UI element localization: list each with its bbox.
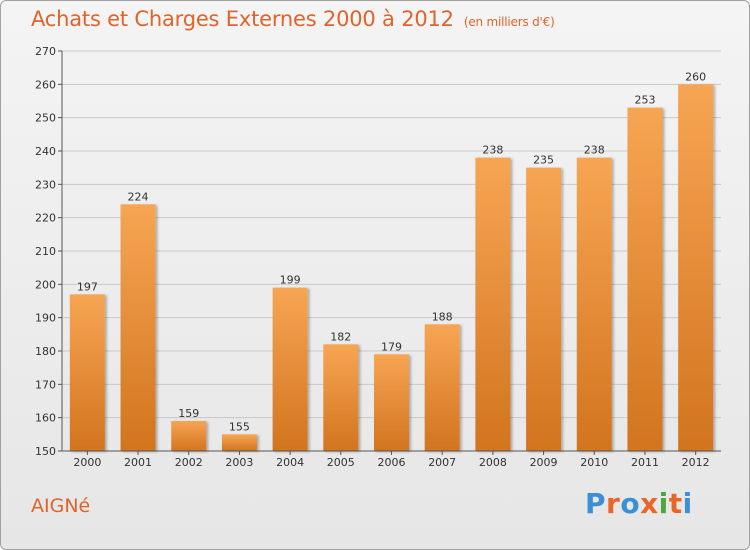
data-label-2009: 235	[533, 154, 554, 167]
bar-2012	[678, 84, 714, 451]
y-tick-label: 180	[35, 345, 56, 358]
data-label-2012: 260	[685, 70, 706, 83]
logo-letter: i	[682, 487, 693, 520]
y-tick-label: 200	[35, 278, 56, 291]
y-tick-label: 270	[35, 45, 56, 58]
bar-2003	[221, 434, 257, 451]
y-tick-label: 230	[35, 178, 56, 191]
bar-2005	[323, 344, 359, 451]
bar-2006	[374, 354, 409, 451]
bar-2004	[272, 287, 308, 451]
y-tick-label: 240	[35, 145, 56, 158]
data-label-2011: 253	[634, 94, 655, 107]
y-tick-label: 160	[35, 412, 56, 425]
y-tick-label: 170	[35, 378, 56, 391]
y-tick-label: 260	[35, 78, 56, 91]
y-tick-label: 210	[35, 245, 56, 258]
bar-2000	[69, 294, 105, 451]
y-tick-label: 190	[35, 312, 56, 325]
y-tick-label: 220	[35, 212, 56, 225]
data-label-2005: 182	[330, 330, 351, 343]
logo-letter: o	[620, 487, 641, 520]
data-label-2008: 238	[482, 144, 503, 157]
proxiti-logo: Proxiti	[585, 487, 693, 520]
bar-2008	[475, 157, 511, 451]
x-tick-label: 2007	[428, 456, 456, 469]
data-label-2001: 224	[128, 190, 149, 203]
bar-2010	[576, 157, 612, 451]
data-label-2010: 238	[584, 144, 605, 157]
axes: 150 160 170 180 190 200 210 220 230 240 250 260 270 2…	[35, 45, 721, 469]
logo-letter: P	[585, 487, 607, 520]
y-tick-label: 250	[35, 112, 56, 125]
logo-letter: r	[606, 487, 621, 520]
y-tick-label: 150	[35, 445, 56, 458]
x-tick-label: 2003	[225, 456, 253, 469]
x-tick-label: 2010	[580, 456, 608, 469]
x-tick-label: 2001	[124, 456, 152, 469]
x-tick-label: 2002	[175, 456, 203, 469]
x-tick-label: 2004	[276, 456, 304, 469]
x-tick-label: 2000	[73, 456, 101, 469]
logo-letter: t	[668, 487, 683, 520]
data-label-2007: 188	[432, 310, 453, 323]
bar-2009	[526, 167, 562, 451]
commune-name: AIGNé	[31, 495, 91, 517]
chart-title: Achats et Charges Externes 2000 à 2012 (e…	[31, 7, 555, 31]
x-tick-label: 2005	[327, 456, 355, 469]
bar-2007	[424, 324, 460, 451]
bars: 197 224 159 155 199 182 179 188 238 235 238 253 260	[69, 70, 714, 452]
x-tick-label: 2011	[631, 456, 659, 469]
x-tick-label: 2009	[530, 456, 558, 469]
bar-2011	[627, 107, 663, 452]
bar-2001	[120, 204, 156, 451]
data-label-2002: 159	[178, 407, 199, 420]
bar-2002	[171, 421, 207, 451]
data-label-2006: 179	[381, 340, 402, 353]
chart-subtitle: (en milliers d'€)	[463, 15, 555, 29]
logo-letter: i	[658, 487, 669, 520]
data-label-2000: 197	[77, 280, 98, 293]
x-tick-label: 2012	[682, 456, 710, 469]
logo-letter: x	[640, 487, 659, 520]
x-tick-label: 2006	[378, 456, 406, 469]
data-label-2003: 155	[229, 420, 250, 433]
data-label-2004: 199	[280, 274, 301, 287]
x-tick-label: 2008	[479, 456, 507, 469]
